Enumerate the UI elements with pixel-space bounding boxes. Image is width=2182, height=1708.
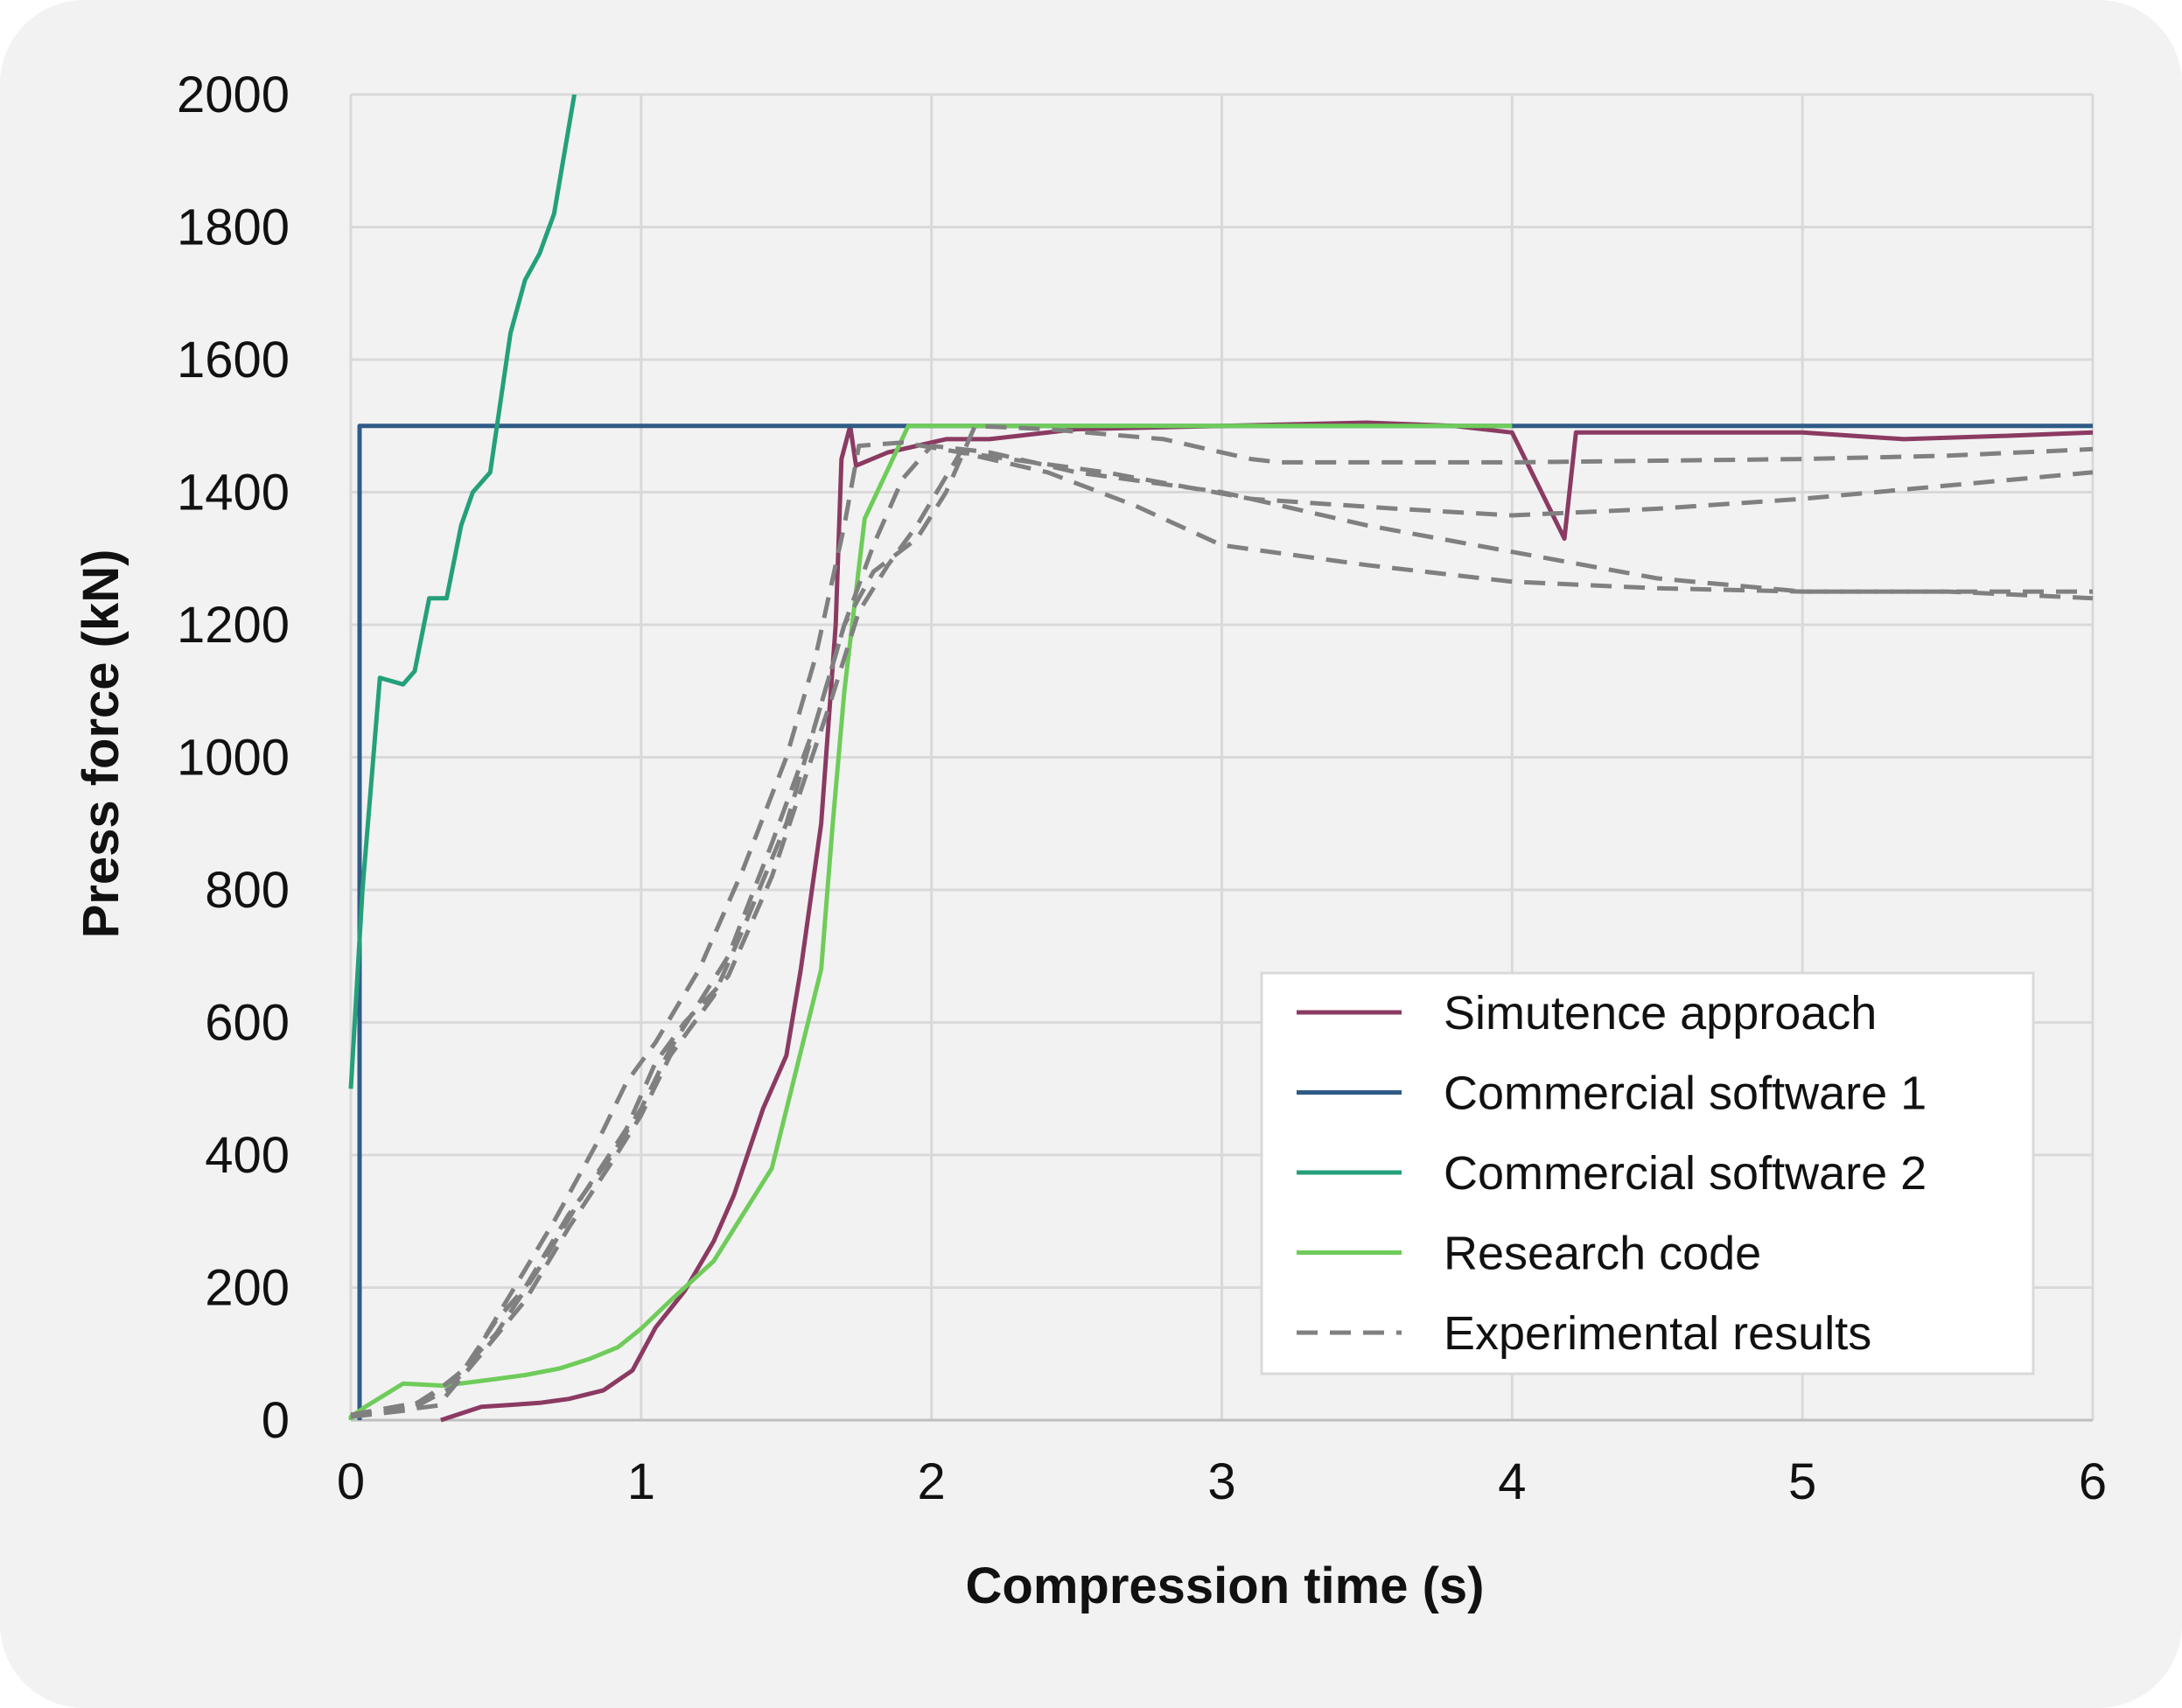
series-line-experimental-results-4 [350,450,2093,1418]
y-tick-label: 2000 [177,66,290,123]
legend-label-commercial-software-1: Commercial software 1 [1444,1068,1927,1120]
x-tick-label: 6 [2079,1453,2107,1510]
y-tick-label: 1000 [177,730,290,787]
y-tick-label: 1400 [177,465,290,522]
series-line-experimental-results-3 [350,424,2094,1419]
x-tick-label: 3 [1207,1453,1235,1510]
legend-label-research-code: Research code [1444,1228,1761,1280]
series-line-commercial-software-2 [348,94,577,1089]
series-line-research-code [348,424,1513,1420]
x-tick-label: 2 [918,1453,946,1510]
y-tick-label: 600 [205,995,290,1052]
y-tick-label: 800 [205,862,290,919]
y-axis-title: Press force (kN) [73,550,129,939]
x-tick-label: 0 [337,1453,365,1510]
legend: Simutence approach Commercial software 1 C… [1260,971,2035,1376]
y-tick-label: 1200 [177,597,290,654]
series-line-experimental-results-2 [350,440,2094,1418]
x-tick-label: 4 [1498,1453,1526,1510]
y-tick-label: 400 [205,1127,290,1184]
x-tick-label: 5 [1788,1453,1816,1510]
x-tick-label: 1 [627,1453,655,1510]
y-tick-label: 0 [262,1392,290,1449]
legend-label-commercial-software-2: Commercial software 2 [1444,1147,1927,1200]
y-tick-label: 1600 [177,332,290,388]
y-tick-labels: 0 200 400 600 800 1000 1200 1400 1600 1800 2000 [177,66,290,1449]
y-tick-label: 200 [205,1260,290,1317]
series-line-commercial-software-1 [357,424,2093,1420]
y-tick-label: 1800 [177,200,290,256]
legend-label-experimental-results: Experimental results [1444,1307,1871,1360]
series-group [348,94,2094,1423]
x-tick-labels: 0 1 2 3 4 5 6 [337,1453,2107,1510]
x-axis-title: Compression time (s) [966,1558,1485,1614]
legend-label-simutence-approach: Simutence approach [1444,987,1877,1040]
